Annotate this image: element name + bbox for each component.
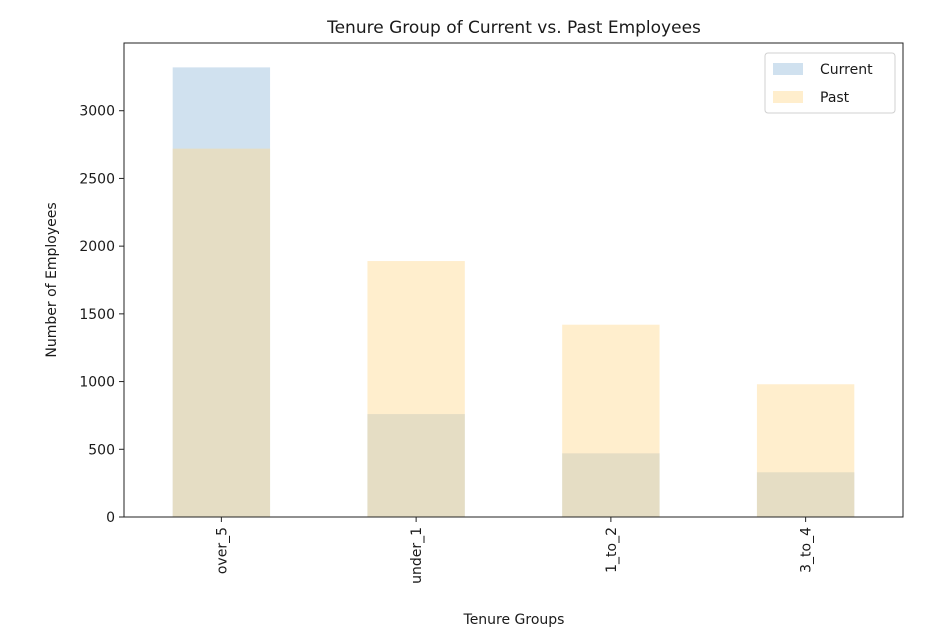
- bar-current-over_5: [172, 67, 271, 518]
- x-tick-label: 3_to_4: [799, 527, 815, 573]
- y-tick-label: 2500: [79, 171, 115, 187]
- y-tick-label: 500: [88, 442, 115, 458]
- bar-current-3_to_4: [756, 472, 855, 517]
- x-tick-label: over_5: [214, 527, 230, 574]
- legend-swatch-past: [773, 91, 803, 103]
- legend-label-current: Current: [820, 62, 873, 78]
- bar-past-over_5: [172, 148, 271, 518]
- bar-past-1_to_2: [562, 324, 660, 517]
- y-tick-label: 1000: [79, 375, 115, 391]
- legend: Current Past: [764, 52, 896, 114]
- y-axis-label: Number of Employees: [44, 202, 60, 357]
- x-tick-label: under_1: [409, 527, 425, 584]
- bar-past-3_to_4: [756, 384, 855, 517]
- chart-title: Tenure Group of Current vs. Past Employe…: [326, 18, 701, 38]
- y-tick-label: 1500: [79, 307, 115, 323]
- bar-current-under_1: [367, 414, 465, 517]
- bars: [172, 67, 855, 518]
- y-tick-label: 2000: [79, 239, 115, 255]
- x-tick-label: 1_to_2: [604, 527, 620, 573]
- bar-current-1_to_2: [562, 453, 660, 517]
- x-axis-label: Tenure Groups: [463, 612, 565, 628]
- bar-past-under_1: [367, 261, 465, 517]
- y-tick-label: 3000: [79, 104, 115, 120]
- y-tick-label: 0: [106, 510, 115, 526]
- legend-swatch-current: [773, 63, 803, 75]
- x-axis: over_5 under_1 1_to_2 3_to_4: [214, 517, 815, 584]
- legend-label-past: Past: [820, 90, 850, 106]
- y-axis: 0 500 1000 1500 2000 2500 3000: [79, 104, 124, 526]
- plot-frame: [123, 42, 904, 518]
